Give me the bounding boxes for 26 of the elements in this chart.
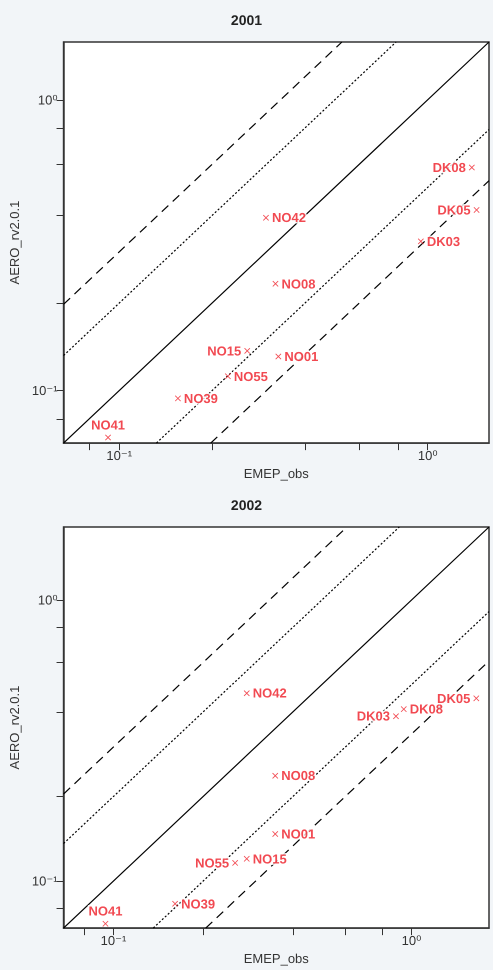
series-label: NO39 [184,390,218,406]
series-label: DK05 [437,202,471,218]
series-label: DK08 [432,160,466,175]
series-label: NO15 [207,343,242,358]
series-label: NO39 [181,896,216,912]
y-tick-label: 10⁻¹ [32,383,58,398]
x-axis-title: EMEP_obs [244,951,310,966]
series-label: DK03 [426,234,460,249]
series-label: NO41 [88,904,122,919]
x-axis-title: EMEP_obs [244,466,310,481]
series-label: DK03 [356,708,390,724]
series-label: NO08 [281,768,316,784]
chart-title: 2002 [230,497,262,513]
chart-title: 2001 [230,12,262,28]
y-tick-label: 10⁰ [38,92,58,108]
y-axis-title: AERO_rv2.0.1 [7,200,22,284]
y-axis-title: AERO_rv2.0.1 [7,686,22,770]
series-label: NO15 [252,851,287,866]
series-label: NO41 [91,417,126,432]
y-tick-label: 10⁰ [38,592,58,608]
series-label: NO55 [195,855,230,870]
y-tick-label: 10⁻¹ [32,874,58,889]
series-label: NO42 [252,686,287,701]
series-label: NO55 [234,368,268,384]
series-label: NO08 [281,276,316,292]
series-label: NO01 [281,826,316,842]
